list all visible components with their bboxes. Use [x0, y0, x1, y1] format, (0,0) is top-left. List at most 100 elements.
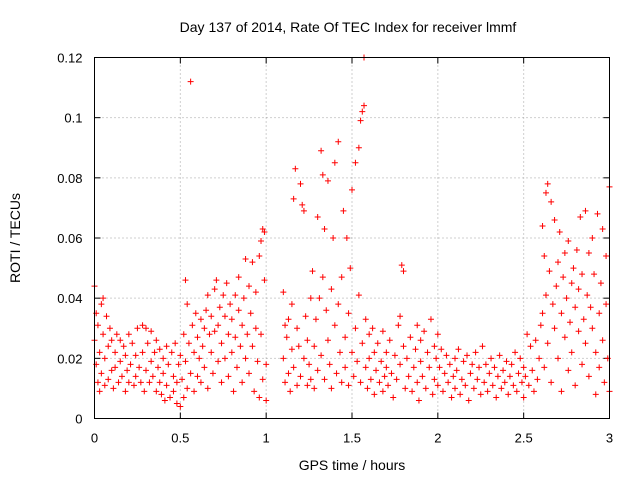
data-point — [297, 373, 304, 380]
data-point — [592, 391, 599, 398]
data-point — [421, 328, 428, 335]
data-point — [165, 361, 172, 368]
data-point — [211, 286, 218, 293]
data-point — [194, 373, 201, 380]
data-point — [184, 301, 191, 308]
data-point — [100, 295, 107, 302]
data-point — [350, 373, 357, 380]
data-point — [508, 361, 515, 368]
data-point — [527, 343, 534, 350]
data-point — [378, 358, 385, 365]
data-point — [259, 225, 266, 232]
data-point — [218, 379, 225, 386]
data-point — [355, 292, 362, 299]
data-point — [599, 337, 606, 344]
data-point — [160, 370, 167, 377]
data-point — [251, 388, 258, 395]
data-point — [215, 358, 222, 365]
data-point — [579, 271, 586, 278]
data-point — [431, 343, 438, 350]
data-point — [175, 361, 182, 368]
data-point — [151, 349, 158, 356]
data-point — [582, 340, 589, 347]
data-point — [143, 367, 149, 374]
data-point — [541, 364, 548, 371]
data-point — [192, 310, 199, 317]
data-point — [596, 310, 603, 317]
data-point — [105, 343, 112, 350]
data-point — [304, 382, 311, 389]
data-point — [331, 322, 338, 329]
data-point — [342, 334, 349, 341]
data-point — [391, 352, 398, 359]
data-point — [237, 343, 244, 350]
data-point — [117, 337, 124, 344]
data-point — [218, 340, 225, 347]
data-point — [548, 198, 555, 205]
data-point — [448, 394, 455, 401]
y-tick-label: 0.04 — [57, 291, 82, 306]
data-point — [246, 283, 252, 290]
data-point — [572, 382, 579, 389]
data-point — [228, 349, 235, 356]
data-point — [424, 349, 431, 356]
data-point — [180, 394, 187, 401]
data-point — [546, 268, 553, 275]
data-point — [373, 367, 380, 374]
data-point — [455, 346, 462, 353]
data-point — [223, 280, 230, 287]
data-point — [187, 370, 194, 377]
data-point — [242, 256, 249, 263]
data-point — [558, 310, 565, 317]
data-point — [438, 346, 445, 353]
data-point — [113, 331, 120, 338]
data-point — [367, 376, 374, 383]
data-point — [318, 352, 325, 359]
data-point — [148, 328, 155, 335]
data-point — [366, 331, 373, 338]
data-point — [419, 373, 426, 380]
data-point — [137, 379, 144, 386]
data-point — [539, 310, 546, 317]
data-point — [314, 367, 321, 374]
y-tick-label: 0.1 — [64, 111, 82, 126]
data-point — [141, 388, 148, 395]
data-point — [457, 391, 464, 398]
data-point — [361, 102, 368, 109]
data-point — [177, 352, 184, 359]
data-point — [258, 331, 265, 338]
data-point — [422, 385, 429, 392]
data-point — [323, 307, 330, 314]
data-point — [191, 349, 198, 356]
data-point — [98, 301, 105, 308]
data-point — [506, 373, 513, 380]
data-point — [132, 352, 139, 359]
y-tick-label: 0.08 — [57, 171, 82, 186]
data-point — [501, 379, 508, 386]
data-point — [345, 382, 352, 389]
data-point — [170, 373, 177, 380]
data-point — [112, 364, 119, 371]
data-point — [477, 391, 484, 398]
data-point — [319, 171, 326, 178]
x-tick-label: 0 — [91, 431, 98, 446]
data-point — [381, 373, 388, 380]
data-point — [287, 388, 294, 395]
data-point — [318, 147, 325, 154]
data-point — [427, 316, 434, 323]
data-point — [441, 370, 448, 377]
data-point — [345, 310, 352, 317]
data-point — [240, 295, 247, 302]
data-point — [347, 265, 354, 272]
data-point — [259, 376, 266, 383]
data-point — [383, 364, 390, 371]
y-tick-label: 0.02 — [57, 351, 82, 366]
data-point — [342, 364, 349, 371]
data-point — [403, 355, 410, 362]
data-point — [383, 349, 390, 356]
data-point — [233, 364, 240, 371]
y-tick-label: 0.12 — [57, 51, 82, 66]
data-point — [216, 304, 223, 311]
data-point — [242, 355, 249, 362]
data-point — [163, 343, 170, 350]
